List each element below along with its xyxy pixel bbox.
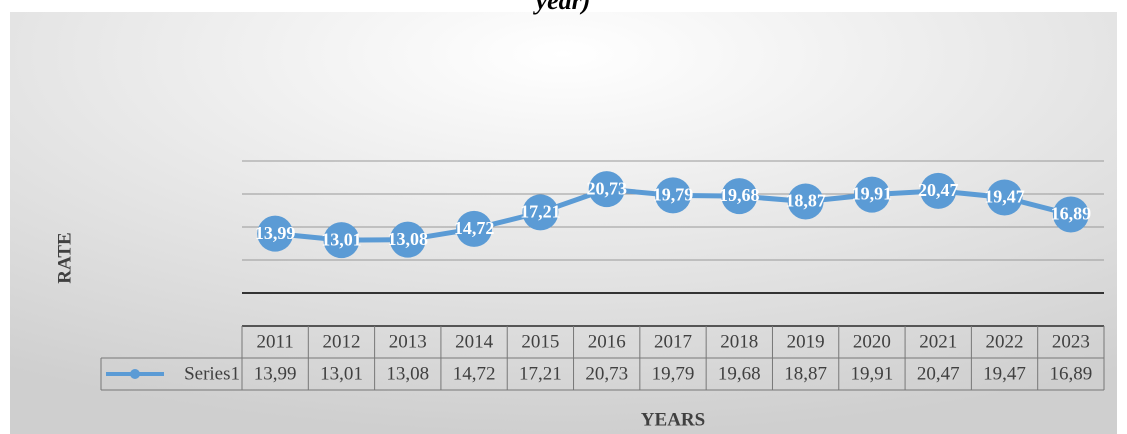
table-value: 13,08 bbox=[386, 363, 429, 384]
point-marker bbox=[588, 171, 625, 208]
legend-label: Series1 bbox=[184, 363, 240, 384]
legend-marker bbox=[130, 369, 140, 379]
point-marker bbox=[986, 179, 1023, 216]
table-value: 17,21 bbox=[519, 363, 562, 384]
x-tick-label: 2023 bbox=[1052, 331, 1090, 352]
table-value: 14,72 bbox=[453, 363, 496, 384]
data-label: 19,68 bbox=[719, 185, 760, 205]
x-tick-label: 2013 bbox=[389, 331, 427, 352]
data-label: 19,91 bbox=[852, 184, 893, 204]
point-marker bbox=[389, 221, 426, 258]
x-tick-label: 2011 bbox=[257, 331, 294, 352]
data-label: 20,47 bbox=[918, 180, 959, 200]
point-marker bbox=[787, 183, 824, 220]
data-label: 13,08 bbox=[388, 229, 429, 249]
point-marker bbox=[853, 176, 890, 213]
point-marker bbox=[456, 210, 493, 247]
point-marker bbox=[257, 215, 294, 252]
x-tick-label: 2022 bbox=[986, 331, 1024, 352]
data-label: 20,73 bbox=[586, 178, 627, 198]
top-strip bbox=[0, 0, 1127, 12]
table-value: 19,68 bbox=[718, 363, 761, 384]
table-value: 13,99 bbox=[254, 363, 297, 384]
data-label: 16,89 bbox=[1051, 204, 1092, 224]
data-label: 13,99 bbox=[255, 223, 296, 243]
data-label: 14,72 bbox=[454, 218, 495, 238]
x-tick-label: 2012 bbox=[322, 331, 360, 352]
data-label: 18,87 bbox=[785, 191, 826, 211]
x-tick-label: 2017 bbox=[654, 331, 692, 352]
y-axis-label: RATE bbox=[54, 232, 75, 283]
x-tick-label: 2016 bbox=[588, 331, 626, 352]
plot-background bbox=[10, 12, 1117, 434]
point-marker bbox=[323, 222, 360, 259]
table-value: 13,01 bbox=[320, 363, 363, 384]
x-tick-label: 2021 bbox=[919, 331, 957, 352]
point-marker bbox=[655, 177, 691, 214]
x-axis-label: YEARS bbox=[641, 409, 705, 430]
point-marker bbox=[721, 178, 758, 215]
point-marker bbox=[920, 172, 957, 209]
point-marker bbox=[1052, 196, 1089, 233]
table-value: 18,87 bbox=[784, 363, 827, 384]
chart-title: year) bbox=[533, 0, 591, 15]
table-value: 19,47 bbox=[983, 363, 1026, 384]
table-value: 20,47 bbox=[917, 363, 960, 384]
table-value: 16,89 bbox=[1049, 363, 1092, 384]
point-marker bbox=[522, 194, 559, 231]
data-label: 19,79 bbox=[653, 185, 694, 205]
x-tick-label: 2015 bbox=[521, 331, 559, 352]
x-tick-label: 2020 bbox=[853, 331, 891, 352]
table-value: 20,73 bbox=[585, 363, 628, 384]
data-label: 17,21 bbox=[520, 202, 561, 222]
data-label: 19,47 bbox=[984, 187, 1025, 207]
table-value: 19,91 bbox=[851, 363, 894, 384]
data-label: 13,01 bbox=[321, 229, 362, 249]
x-tick-label: 2019 bbox=[787, 331, 825, 352]
x-tick-label: 2018 bbox=[720, 331, 758, 352]
table-value: 19,79 bbox=[652, 363, 695, 384]
x-tick-label: 2014 bbox=[455, 331, 494, 352]
